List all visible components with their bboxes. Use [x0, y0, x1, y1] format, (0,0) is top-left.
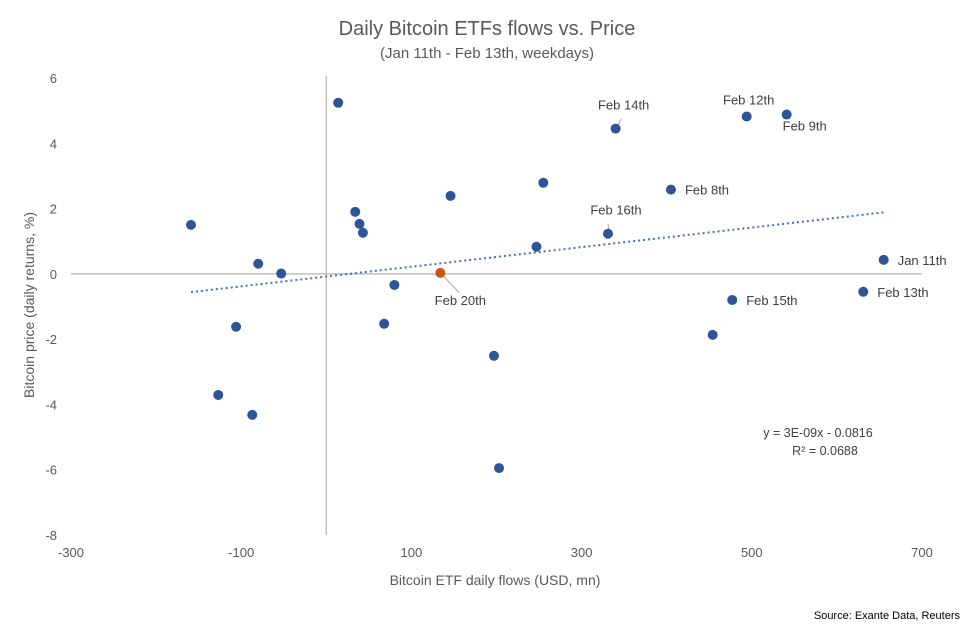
- x-tick-label: 700: [911, 545, 933, 560]
- y-tick-label: -2: [45, 332, 57, 347]
- trendline-equation: y = 3E-09x - 0.0816: [763, 426, 872, 440]
- data-label: Feb 15th: [746, 293, 797, 308]
- y-tick-label: 2: [50, 202, 57, 217]
- data-point: [253, 258, 264, 269]
- data-point: [354, 218, 365, 229]
- data-point: [350, 206, 361, 217]
- data-label: Feb 16th: [590, 203, 641, 218]
- y-tick-label: 0: [50, 267, 57, 282]
- chart-title: Daily Bitcoin ETFs flows vs. Price: [339, 18, 636, 40]
- y-tick-labels: -8 -6 -4 -2 0 2 4 6: [45, 71, 57, 543]
- trendline-r-squared: R² = 0.0688: [792, 444, 858, 458]
- x-axis-title: Bitcoin ETF daily flows (USD, mn): [390, 572, 601, 588]
- y-tick-label: -6: [45, 463, 57, 478]
- data-label: Feb 8th: [685, 183, 729, 198]
- trendline-group: [190, 211, 884, 294]
- data-point: [379, 318, 390, 329]
- leader-line: [441, 274, 460, 294]
- y-tick-label: 6: [50, 71, 57, 86]
- source-note: Source: Exante Data, Reuters: [814, 610, 961, 622]
- data-point: [494, 463, 505, 474]
- data-point: [727, 294, 738, 305]
- data-points: [185, 97, 889, 474]
- data-point: [665, 184, 676, 195]
- data-point: [213, 389, 224, 400]
- data-point: [538, 177, 549, 188]
- data-label: Feb 20th: [435, 293, 486, 308]
- x-tick-labels: -300 -100 100 300 500 700: [58, 545, 933, 560]
- chart-subtitle: (Jan 11th - Feb 13th, weekdays): [380, 45, 594, 62]
- trendline: [190, 211, 884, 294]
- data-point: [858, 286, 869, 297]
- data-point: [602, 228, 613, 239]
- data-point: [333, 97, 344, 108]
- data-point: [247, 409, 258, 420]
- data-label: Feb 13th: [877, 285, 928, 300]
- y-tick-label: -4: [45, 397, 57, 412]
- data-point: [357, 227, 368, 238]
- x-tick-label: 100: [401, 545, 423, 560]
- x-tick-label: -100: [228, 545, 254, 560]
- data-labels: Feb 14th Feb 12th Feb 9th Feb 8th Feb 16th Ja…: [435, 93, 947, 308]
- data-point: [707, 329, 718, 340]
- data-point: [741, 111, 752, 122]
- axes: [71, 76, 922, 535]
- x-tick-label: 500: [741, 545, 763, 560]
- data-label: Feb 14th: [598, 98, 649, 113]
- x-tick-label: -300: [58, 545, 84, 560]
- data-point: [878, 254, 889, 265]
- data-label: Jan 11th: [898, 253, 947, 268]
- data-point: [389, 279, 400, 290]
- y-axis-title: Bitcoin price (daily returns, %): [21, 212, 37, 398]
- y-tick-label: -8: [45, 528, 57, 543]
- data-point: [231, 321, 242, 332]
- data-point: [781, 109, 792, 120]
- data-point: [445, 190, 456, 201]
- data-point: [276, 268, 287, 279]
- data-point: [488, 350, 499, 361]
- y-tick-label: 4: [50, 136, 57, 151]
- data-point: [185, 219, 196, 230]
- data-point: [610, 123, 621, 134]
- data-label: Feb 9th: [783, 119, 827, 134]
- highlighted-point: [435, 267, 446, 278]
- data-label: Feb 12th: [723, 93, 774, 108]
- data-point: [531, 241, 542, 252]
- x-tick-label: 300: [571, 545, 593, 560]
